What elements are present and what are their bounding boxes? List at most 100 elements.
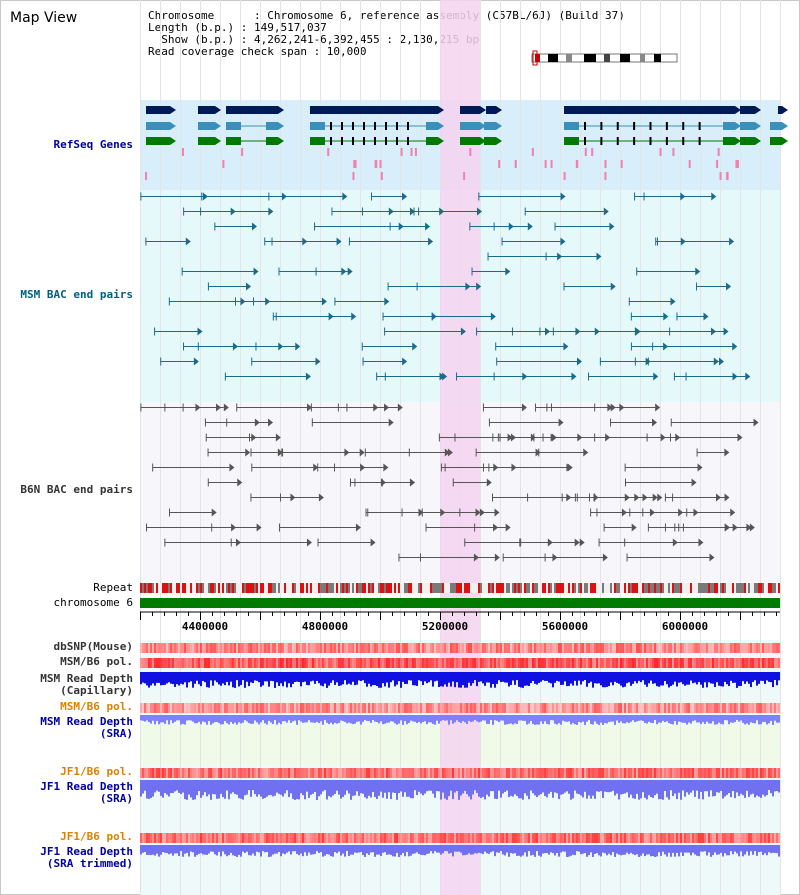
depth-bar xyxy=(208,780,210,795)
depth-bar xyxy=(436,780,438,791)
heat-cell xyxy=(624,658,626,668)
depth-bar xyxy=(420,715,422,724)
depth-bar xyxy=(164,715,166,724)
heat-cell xyxy=(274,643,276,653)
depth-bar xyxy=(228,672,230,686)
depth-bar xyxy=(630,715,632,722)
depth-bar xyxy=(258,715,260,725)
heat-cell xyxy=(664,703,666,713)
depth-bar xyxy=(256,672,258,681)
heat-cell xyxy=(736,643,738,653)
repeat-mark xyxy=(500,583,502,593)
heat-cell xyxy=(502,658,504,668)
depth-bar xyxy=(730,845,732,852)
heat-cell xyxy=(608,703,610,713)
heat-cell xyxy=(166,703,168,713)
depth-bar xyxy=(574,672,576,681)
heat-cell xyxy=(272,833,274,843)
depth-bar xyxy=(576,715,578,725)
depth-bar xyxy=(620,715,622,722)
heat-cell xyxy=(688,658,690,668)
heat-cell xyxy=(568,768,570,778)
heat-cell xyxy=(708,768,710,778)
track-label-jf1-pol-2[interactable]: JF1/B6 pol. xyxy=(60,830,133,843)
heat-cell xyxy=(670,658,672,668)
heat-cell xyxy=(200,643,202,653)
depth-bar xyxy=(700,715,702,725)
heat-cell xyxy=(762,643,764,653)
depth-bar xyxy=(338,672,340,686)
track-label-msm-bac[interactable]: MSM BAC end pairs xyxy=(20,288,133,301)
heat-cell xyxy=(722,768,724,778)
heat-cell xyxy=(562,703,564,713)
heat-cell xyxy=(266,768,268,778)
depth-bar xyxy=(282,780,284,797)
repeat-mark xyxy=(278,583,280,593)
heat-cell xyxy=(428,703,430,713)
depth-bar xyxy=(544,672,546,681)
depth-bar xyxy=(746,715,748,724)
repeat-mark xyxy=(222,583,224,593)
depth-bar xyxy=(720,845,722,853)
heat-cell xyxy=(526,833,528,843)
repeat-mark xyxy=(624,583,626,593)
depth-bar xyxy=(356,715,358,722)
depth-bar xyxy=(406,672,408,684)
track-label-b6n-bac[interactable]: B6N BAC end pairs xyxy=(20,483,133,496)
heat-cell xyxy=(162,658,164,668)
label-line-1: MSM Read Depth xyxy=(40,715,133,728)
track-label-jf1-depth-sra[interactable]: JF1 Read Depth (SRA) xyxy=(40,781,133,805)
depth-bar xyxy=(220,715,222,725)
heat-cell xyxy=(284,833,286,843)
gene-strand-arrow xyxy=(480,122,486,130)
track-label-msm-pol[interactable]: MSM/B6 pol. xyxy=(60,655,133,668)
heat-cell xyxy=(660,703,662,713)
heat-cell xyxy=(624,703,626,713)
heat-cell xyxy=(306,768,308,778)
track-label-dbsnp[interactable]: dbSNP(Mouse) xyxy=(53,640,133,653)
track-label-msm-depth-sra[interactable]: MSM Read Depth (SRA) xyxy=(40,716,133,740)
track-label-msm-pol-2[interactable]: MSM/B6 pol. xyxy=(60,700,133,713)
track-label-refseq[interactable]: RefSeq Genes xyxy=(53,138,133,151)
track-label-jf1-depth-trim[interactable]: JF1 Read Depth (SRA trimmed) xyxy=(40,846,133,870)
heat-cell xyxy=(492,643,494,653)
heat-cell xyxy=(168,643,170,653)
depth-bar xyxy=(232,715,234,724)
heat-cell xyxy=(608,833,610,843)
repeat-mark xyxy=(446,583,448,593)
heat-cell xyxy=(288,643,290,653)
depth-bar xyxy=(224,672,226,686)
heat-cell xyxy=(410,833,412,843)
heat-cell xyxy=(240,658,242,668)
depth-bar xyxy=(580,780,582,796)
heat-cell xyxy=(264,768,266,778)
depth-bar xyxy=(208,845,210,854)
depth-bar xyxy=(488,780,490,797)
track-label-msm-depth-cap[interactable]: MSM Read Depth (Capillary) xyxy=(40,673,133,697)
depth-bar xyxy=(668,780,670,800)
heat-cell xyxy=(506,768,508,778)
heat-cell xyxy=(184,658,186,668)
heat-cell xyxy=(630,833,632,843)
heat-cell xyxy=(194,833,196,843)
heat-cell xyxy=(704,658,706,668)
heat-cell xyxy=(220,768,222,778)
gene-exon xyxy=(396,122,398,130)
heat-cell xyxy=(382,643,384,653)
depth-bar xyxy=(198,780,200,791)
depth-bar xyxy=(392,780,394,793)
heat-cell xyxy=(776,643,778,653)
depth-bar xyxy=(598,780,600,792)
ideogram-band xyxy=(640,54,645,62)
depth-bar xyxy=(174,780,176,792)
depth-bar xyxy=(168,780,170,797)
heat-cell xyxy=(676,703,678,713)
heat-cell xyxy=(752,643,754,653)
heat-cell xyxy=(636,833,638,843)
heat-cell xyxy=(764,768,766,778)
repeat-mark xyxy=(182,583,184,593)
track-label-jf1-pol[interactable]: JF1/B6 pol. xyxy=(60,765,133,778)
depth-bar xyxy=(596,715,598,724)
heat-cell xyxy=(424,833,426,843)
